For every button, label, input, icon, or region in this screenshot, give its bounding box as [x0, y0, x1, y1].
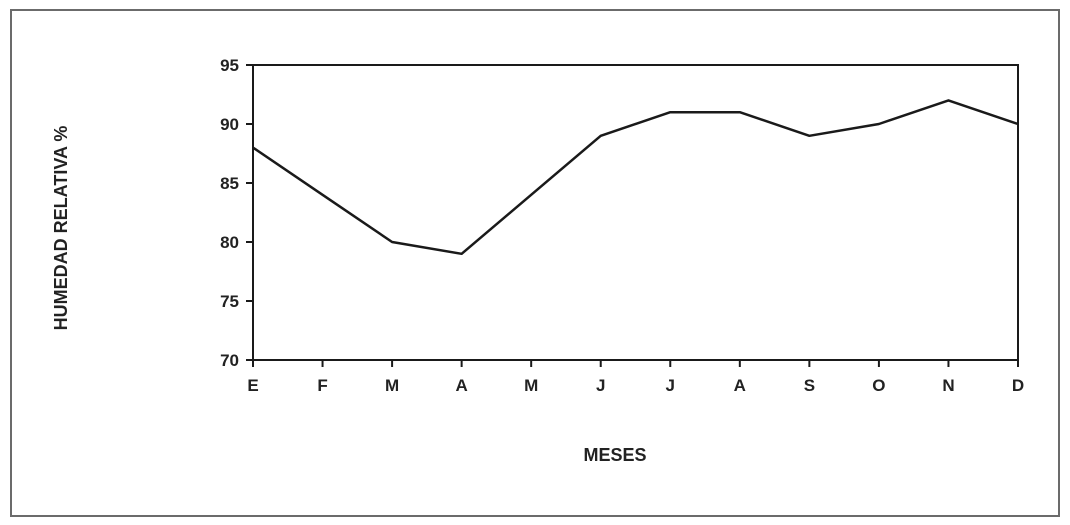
x-tick-label: J [666, 376, 675, 395]
x-tick-label: M [524, 376, 538, 395]
x-tick-label: F [317, 376, 327, 395]
y-axis-ticks: 70 75 80 85 90 95 [220, 56, 253, 370]
y-tick-label: 70 [220, 351, 239, 370]
x-tick-label: O [872, 376, 885, 395]
x-tick-label: D [1012, 376, 1024, 395]
x-tick-label: E [247, 376, 258, 395]
x-tick-label: S [804, 376, 815, 395]
x-tick-label: A [734, 376, 746, 395]
x-tick-label: M [385, 376, 399, 395]
y-tick-label: 85 [220, 174, 239, 193]
y-tick-label: 75 [220, 292, 239, 311]
plot-area-border [252, 64, 1019, 361]
y-tick-label: 90 [220, 115, 239, 134]
chart-frame [10, 9, 1060, 517]
humidity-series-line [252, 99, 1019, 256]
x-tick-label: J [596, 376, 605, 395]
x-tick-label: N [942, 376, 954, 395]
y-axis-label: HUMEDAD RELATIVA % [51, 126, 71, 331]
x-axis-label: MESES [583, 445, 646, 465]
y-tick-label: 80 [220, 233, 239, 252]
x-tick-label: A [455, 376, 467, 395]
y-tick-label: 95 [220, 56, 239, 75]
